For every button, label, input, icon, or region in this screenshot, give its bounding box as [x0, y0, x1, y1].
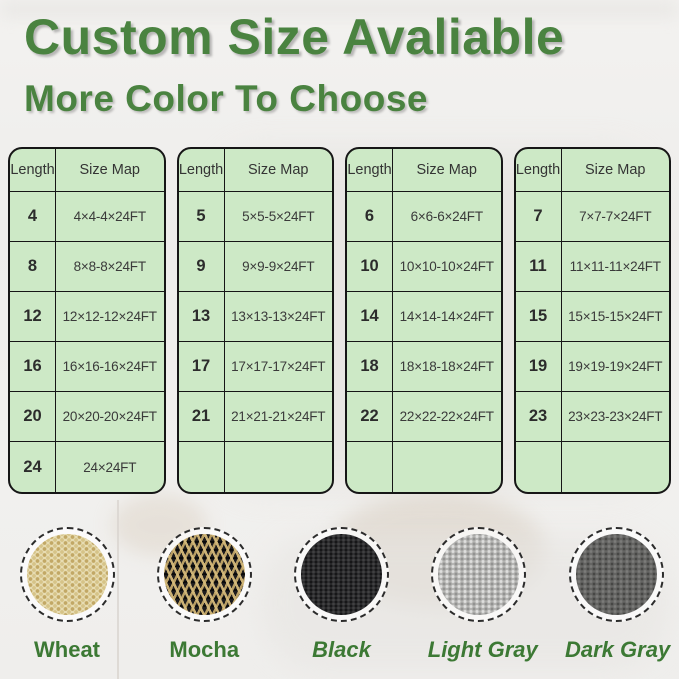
length-cell: 16 [10, 342, 56, 392]
length-cell: 18 [347, 342, 393, 392]
size-map-header: Size Map [393, 149, 501, 192]
size-cell: 10×10-10×24FT [393, 242, 501, 292]
length-cell: 14 [347, 292, 393, 342]
length-cell: 7 [515, 192, 562, 242]
swatch-light-gray: Light Gray [427, 527, 538, 663]
length-cell: 11 [515, 242, 562, 292]
black-fabric-sample [301, 534, 382, 615]
size-cell: 22×22-22×24FT [393, 392, 501, 442]
dashed-ring [431, 527, 527, 622]
size-map-header: Size Map [224, 149, 332, 192]
dashed-ring [294, 527, 389, 622]
size-cell: 12×12-12×24FT [56, 292, 164, 342]
size-table-4: Length Size Map 7 7×7-7×24FT 11 11×11-11… [513, 147, 671, 494]
size-cell: 4×4-4×24FT [56, 192, 164, 242]
length-cell: 6 [347, 192, 393, 242]
size-cell: 20×20-20×24FT [56, 392, 164, 442]
swatch-label-wheat: Wheat [34, 637, 100, 662]
length-cell [347, 442, 393, 492]
size-cell: 18×18-18×24FT [393, 342, 501, 392]
length-cell: 8 [10, 242, 56, 292]
size-table-1: Length Size Map 4 4×4-4×24FT 8 8×8-8×24F… [8, 147, 166, 494]
size-cell [225, 442, 333, 492]
length-cell: 13 [178, 292, 225, 342]
length-cell: 4 [10, 192, 56, 242]
length-cell: 9 [178, 242, 225, 292]
dashed-ring [156, 527, 252, 622]
swatch-mocha: Mocha [153, 527, 255, 663]
mocha-fabric-sample [163, 534, 245, 615]
length-header: Length [347, 149, 393, 192]
swatch-label-light-gray: Light Gray [427, 637, 538, 662]
length-cell: 12 [10, 292, 56, 342]
length-header: Length [178, 149, 225, 192]
size-cell: 23×23-23×24FT [561, 392, 669, 442]
page-title: Custom Size Avaliable [24, 9, 565, 65]
swatch-label-black: Black [312, 637, 371, 662]
length-header: Length [515, 149, 562, 192]
length-cell: 20 [10, 392, 56, 442]
size-cell: 21×21-21×24FT [224, 392, 332, 442]
page-subtitle: More Color To Choose [24, 78, 428, 119]
length-cell: 10 [347, 242, 393, 292]
size-table-2: Length Size Map 5 5×5-5×24FT 9 9×9-9×24F… [176, 147, 334, 494]
size-tables-row: Length Size Map 4 4×4-4×24FT 8 8×8-8×24F… [8, 147, 671, 494]
size-cell: 5×5-5×24FT [224, 192, 332, 242]
size-cell: 14×14-14×24FT [393, 292, 501, 342]
dark-gray-fabric-sample [575, 534, 657, 615]
swatch-black: Black [291, 527, 393, 663]
length-header: Length [10, 149, 56, 192]
length-cell: 5 [178, 192, 225, 242]
swatch-dark-gray: Dark Gray [565, 527, 671, 663]
length-cell: 23 [515, 392, 562, 442]
wheat-fabric-sample [26, 534, 108, 615]
size-cell: 13×13-13×24FT [224, 292, 332, 342]
swatch-label-dark-gray: Dark Gray [565, 637, 671, 662]
size-cell: 8×8-8×24FT [56, 242, 164, 292]
size-map-header: Size Map [561, 149, 669, 192]
size-cell: 11×11-11×24FT [561, 242, 669, 292]
size-cell: 19×19-19×24FT [561, 342, 669, 392]
length-cell: 22 [347, 392, 393, 442]
dashed-ring [568, 527, 664, 622]
size-table-3: Length Size Map 6 6×6-6×24FT 10 10×10-10… [345, 147, 503, 494]
size-cell: 16×16-16×24FT [56, 342, 164, 392]
size-cell: 7×7-7×24FT [561, 192, 669, 242]
length-cell: 15 [515, 292, 562, 342]
length-cell [179, 442, 225, 492]
size-map-header: Size Map [56, 149, 164, 192]
length-cell: 21 [178, 392, 225, 442]
size-cell: 6×6-6×24FT [393, 192, 501, 242]
length-cell: 19 [515, 342, 562, 392]
length-cell: 17 [178, 342, 225, 392]
length-cell: 24 [10, 442, 56, 492]
size-cell: 24×24FT [83, 459, 137, 475]
swatch-label-mocha: Mocha [169, 637, 240, 662]
size-cell: 9×9-9×24FT [224, 242, 332, 292]
swatch-wheat: Wheat [16, 527, 118, 663]
size-cell [562, 442, 670, 492]
dashed-ring [19, 527, 115, 622]
light-gray-fabric-sample [438, 534, 520, 615]
color-swatches-row: Wheat Mocha Black Light Gray [0, 527, 679, 663]
size-cell: 15×15-15×24FT [561, 292, 669, 342]
size-cell: 17×17-17×24FT [224, 342, 332, 392]
size-cell [393, 442, 501, 492]
length-cell [516, 442, 562, 492]
